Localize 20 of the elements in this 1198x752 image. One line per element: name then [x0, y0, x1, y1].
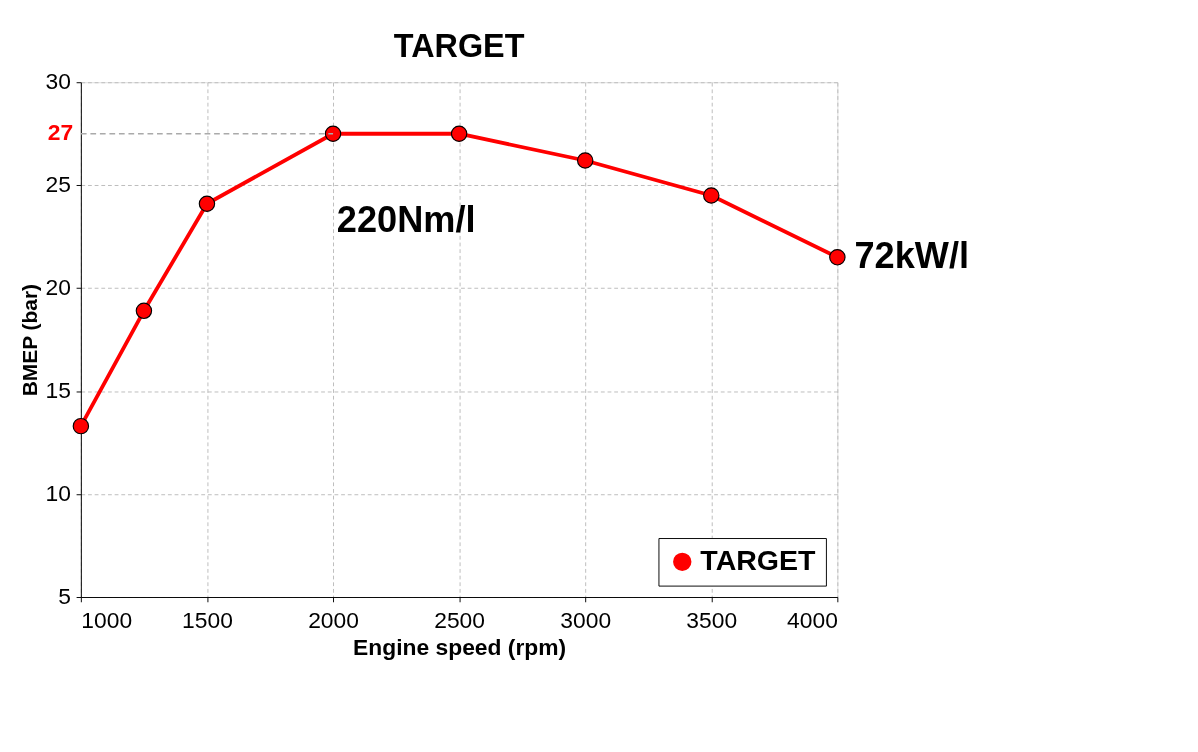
x-axis-title: Engine speed (rpm) — [353, 633, 567, 660]
x-tick-label: 4000 — [787, 606, 838, 633]
x-tick-label: 2000 — [308, 606, 359, 633]
x-tick-label: 3500 — [686, 606, 738, 633]
chart-title: TARGET — [393, 27, 525, 64]
y-tick-label: 30 — [45, 68, 71, 95]
annotation: 220Nm/l — [336, 198, 476, 240]
x-tick-label: 3000 — [560, 606, 612, 633]
x-tick-label: 1500 — [182, 606, 233, 633]
y-tick-label: 15 — [45, 377, 71, 404]
x-tick-label: 2500 — [434, 606, 485, 633]
y-tick-label: 10 — [45, 480, 71, 507]
y-tick-label: 5 — [58, 583, 71, 610]
x-tick-label: 1000 — [81, 606, 133, 633]
legend-label: TARGET — [700, 544, 817, 577]
y-tick-label: 25 — [45, 171, 71, 198]
annotation: 72kW/l — [854, 234, 969, 276]
y-axis-title: BMEP (bar) — [17, 283, 41, 397]
y-tick-label: 20 — [45, 274, 71, 301]
ref-line-label: 27 — [47, 119, 74, 146]
